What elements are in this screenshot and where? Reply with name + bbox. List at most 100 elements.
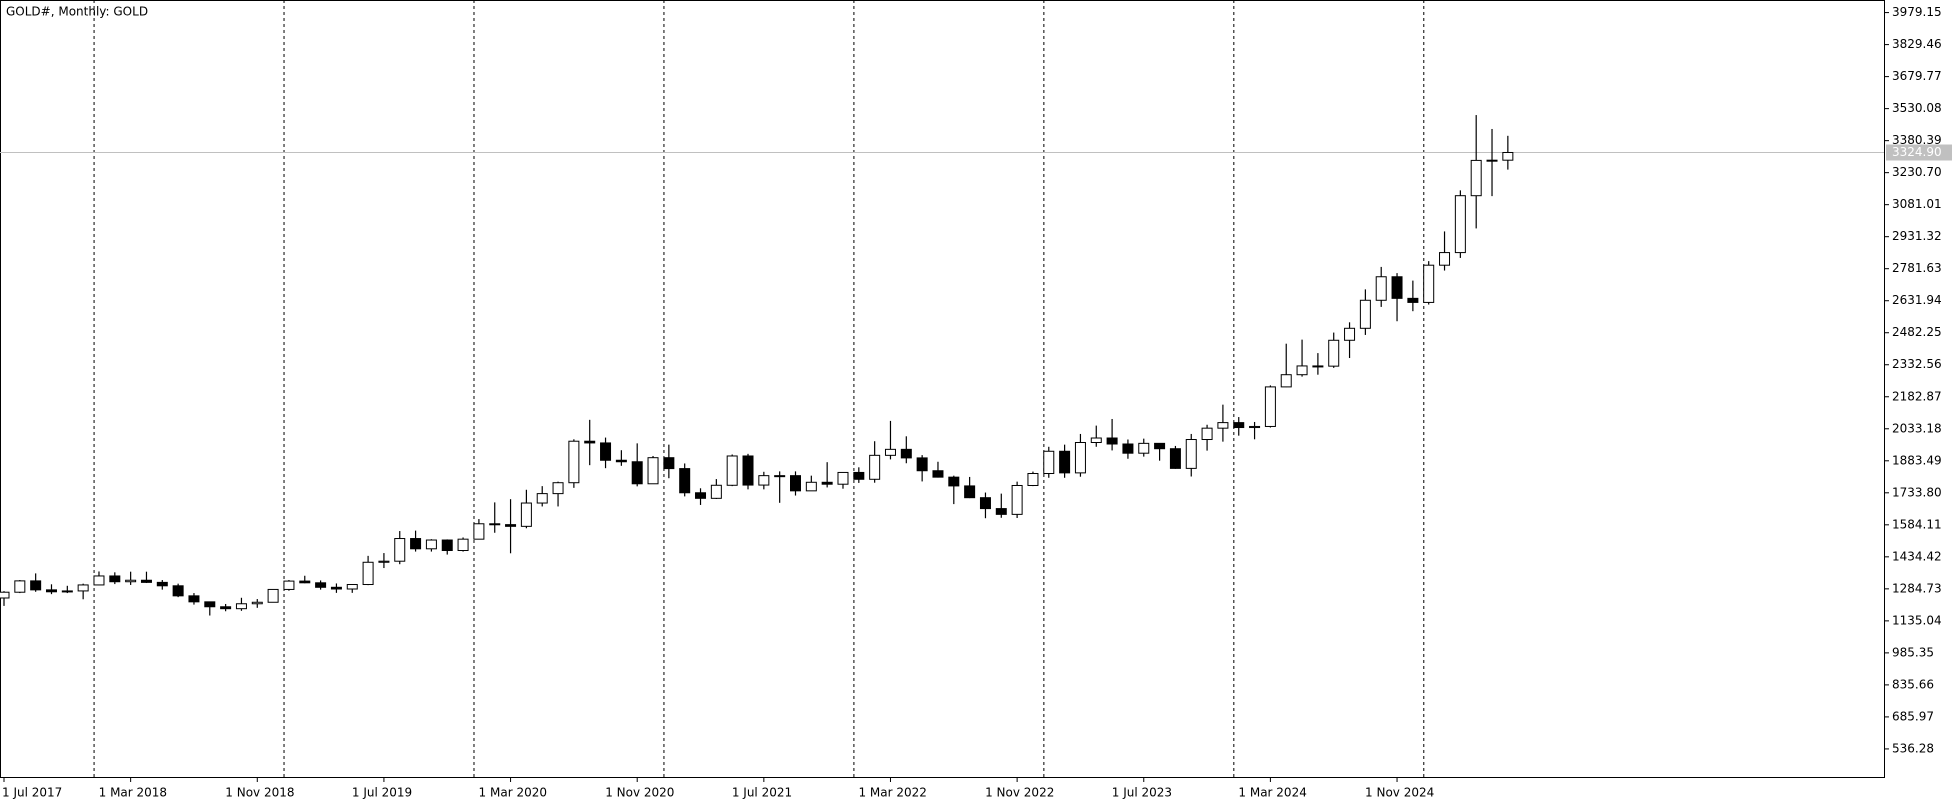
x-tick-label: 1 Mar 2024 <box>1238 786 1306 800</box>
candle-body <box>346 584 358 590</box>
y-tick-label: 2033.18 <box>1892 421 1942 435</box>
candle-body <box>1217 422 1229 429</box>
chart-title: GOLD#, Monthly: GOLD <box>6 5 148 19</box>
x-tick-label: 1 Jul 2023 <box>1112 786 1172 800</box>
y-tick-label: 685.97 <box>1892 709 1934 723</box>
candle-body <box>188 595 200 603</box>
candle-body <box>1122 443 1134 454</box>
y-tick-label: 835.66 <box>1892 677 1934 691</box>
candle-body <box>1249 425 1261 429</box>
candle-body <box>1027 473 1039 486</box>
y-tick-label: 3829.46 <box>1892 37 1942 51</box>
candle-body <box>1454 195 1466 254</box>
candle-body <box>30 580 42 591</box>
candle-body <box>1439 252 1451 266</box>
candle-body <box>505 524 517 527</box>
candle-body <box>600 442 612 461</box>
candle-body <box>1154 442 1166 450</box>
candle-body <box>1043 450 1055 475</box>
y-tick-label: 3679.77 <box>1892 69 1942 83</box>
candle-body <box>568 440 580 484</box>
candle-body <box>156 581 168 587</box>
candle-body <box>1106 437 1118 445</box>
candle-body <box>125 579 137 583</box>
candle-body <box>1233 422 1245 429</box>
candle-body <box>1328 339 1340 367</box>
candle-body <box>1486 159 1498 162</box>
y-tick-label: 1135.04 <box>1892 613 1942 627</box>
candle-body <box>1090 437 1102 444</box>
candle-body <box>884 448 896 456</box>
candle-body <box>441 539 453 552</box>
candle-body <box>1296 365 1308 376</box>
candle-body <box>663 457 675 470</box>
plot-frame <box>0 0 1885 778</box>
candle-body <box>1138 442 1150 454</box>
y-tick-label: 2781.63 <box>1892 261 1942 275</box>
candle-body <box>552 482 564 495</box>
candle-body <box>647 457 659 485</box>
candle-body <box>1344 327 1356 341</box>
y-tick-label: 3530.08 <box>1892 101 1942 115</box>
candle-body <box>536 493 548 504</box>
candle-body <box>679 468 691 494</box>
x-tick-label: 1 Jul 2021 <box>732 786 792 800</box>
candle-body <box>742 455 754 486</box>
candle-body <box>726 455 738 486</box>
x-tick-label: 1 Mar 2022 <box>858 786 926 800</box>
candle-body <box>473 523 485 540</box>
x-tick-label: 1 Nov 2022 <box>985 786 1054 800</box>
candle-body <box>615 459 627 463</box>
candle-body <box>93 575 105 586</box>
y-tick-label: 3081.01 <box>1892 197 1942 211</box>
x-tick-label: 1 Nov 2020 <box>605 786 674 800</box>
candle-body <box>489 523 501 526</box>
candle-body <box>45 589 57 593</box>
candle-body <box>1375 276 1387 301</box>
current-price-box <box>1886 144 1952 161</box>
candle-body <box>1280 374 1292 388</box>
candle-body <box>758 475 770 486</box>
candle-body <box>204 601 216 608</box>
y-tick-label: 1284.73 <box>1892 581 1942 595</box>
candle-body <box>710 484 722 499</box>
y-tick-label: 2631.94 <box>1892 293 1942 307</box>
candle-body <box>964 485 976 499</box>
y-tick-label: 2182.87 <box>1892 389 1942 403</box>
candle-body <box>1359 299 1371 329</box>
y-tick-label: 2931.32 <box>1892 229 1942 243</box>
candle-body <box>378 560 390 563</box>
candle-body <box>0 591 10 599</box>
candle-body <box>995 508 1007 515</box>
candle-body <box>1423 264 1435 303</box>
candle-body <box>1011 484 1023 515</box>
candle-body <box>584 440 596 444</box>
y-tick-label: 536.28 <box>1892 741 1934 755</box>
candle-body <box>362 561 374 586</box>
candle-body <box>1264 386 1276 427</box>
y-tick-label: 1434.42 <box>1892 549 1942 563</box>
candle-body <box>457 538 469 552</box>
candle-body <box>394 538 406 562</box>
candle-body <box>315 582 327 588</box>
y-tick-label: 3230.70 <box>1892 165 1942 179</box>
candle-body <box>1201 427 1213 441</box>
candle-body <box>251 601 263 605</box>
candle-body <box>821 481 833 485</box>
candle-body <box>520 502 532 527</box>
candle-body <box>1407 297 1419 303</box>
candle-body <box>140 579 152 583</box>
x-tick-label: 1 Nov 2024 <box>1365 786 1434 800</box>
candle-body <box>805 481 817 492</box>
current-price-label: 3324.90 <box>1892 145 1942 159</box>
candle-body <box>948 476 960 487</box>
candle-body <box>283 580 295 590</box>
candle-body <box>869 454 881 480</box>
candle-body <box>14 580 26 593</box>
y-tick-label: 3380.39 <box>1892 133 1942 147</box>
candle-body <box>1391 276 1403 299</box>
candle-body <box>1312 365 1324 368</box>
candle-body <box>1502 151 1514 161</box>
x-tick-label: 1 Jul 2019 <box>352 786 412 800</box>
